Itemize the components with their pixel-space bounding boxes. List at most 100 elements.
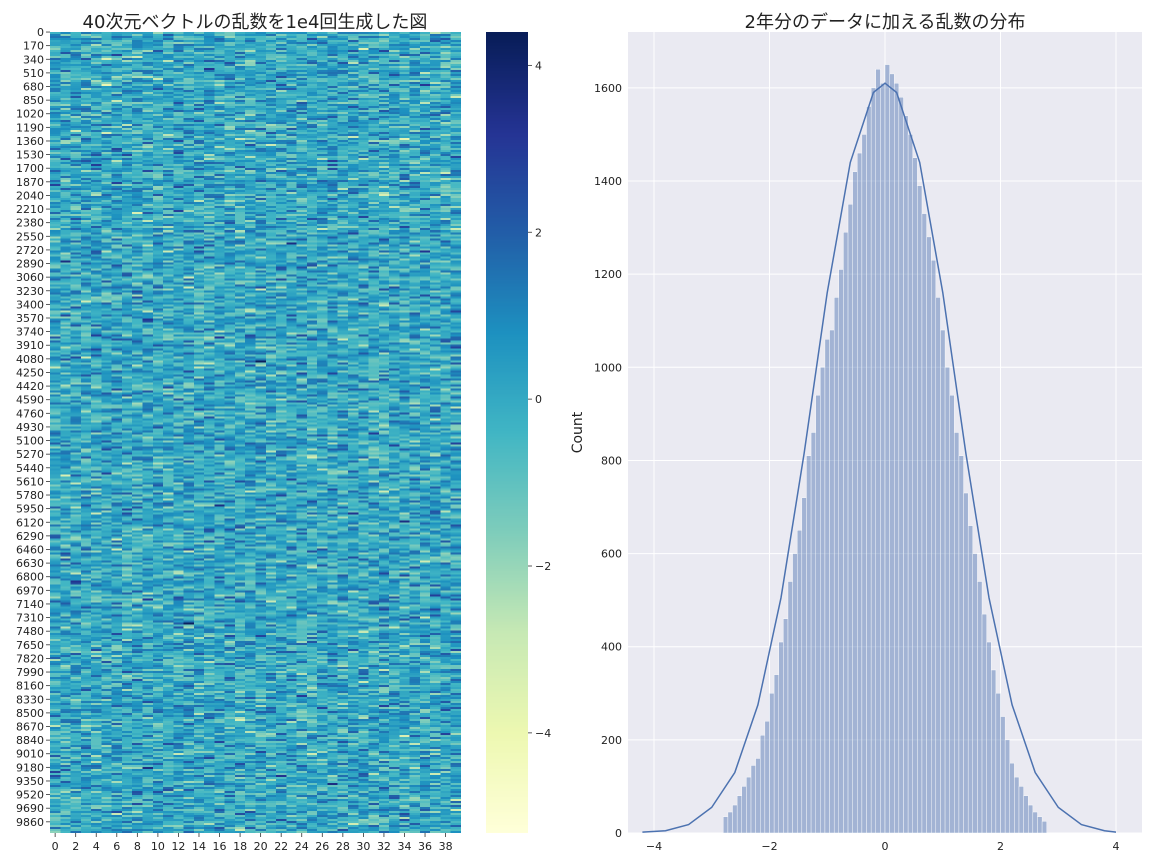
heatmap-y-tick-label: 5440 <box>16 462 44 475</box>
histogram-y-tick-label: 0 <box>615 827 622 840</box>
heatmap-x-tick-label: 26 <box>315 840 329 853</box>
histogram-bar <box>833 297 839 834</box>
histogram-bar <box>917 185 923 834</box>
histogram-bar <box>1028 804 1034 834</box>
heatmap-y-tick-label: 9350 <box>16 775 44 788</box>
heatmap-y-tick-label: 6970 <box>16 584 44 597</box>
colorbar-tick-label: −4 <box>535 727 551 740</box>
histogram-bar <box>778 641 784 834</box>
histogram-bar <box>801 497 807 834</box>
heatmap-y-tick-label: 4420 <box>16 380 44 393</box>
heatmap-y-tick-label: 6630 <box>16 557 44 570</box>
heatmap-x-tick-label: 12 <box>171 840 185 853</box>
heatmap-y-tick-label: 340 <box>23 53 44 66</box>
histogram-bar <box>949 395 955 834</box>
histogram-bar <box>727 811 733 834</box>
heatmap-y-tick-label: 3740 <box>16 326 44 339</box>
histogram-bar <box>981 613 987 834</box>
heatmap-x-tick-label: 38 <box>439 840 453 853</box>
histogram-bar <box>1000 716 1006 834</box>
heatmap-y-tick-label: 6120 <box>16 516 44 529</box>
histogram-bar <box>963 492 969 834</box>
colorbar-tick-label: 4 <box>535 59 542 72</box>
heatmap-y-tick-label: 7990 <box>16 666 44 679</box>
heatmap-x-tick-label: 20 <box>254 840 268 853</box>
heatmap-y-tick-label: 9180 <box>16 761 44 774</box>
heatmap-y-tick-label: 1700 <box>16 162 44 175</box>
histogram-bar <box>797 530 803 834</box>
histogram-bar <box>815 395 821 834</box>
histogram-bar <box>931 259 937 834</box>
histogram-bar <box>1014 776 1020 834</box>
histogram-bar <box>944 367 950 834</box>
histogram-bar <box>935 297 941 834</box>
heatmap-y-tick-label: 4760 <box>16 407 44 420</box>
histogram-bar <box>843 232 849 834</box>
histogram-bar <box>972 553 978 834</box>
histogram-bar <box>820 367 826 834</box>
heatmap-x-tick-label: 14 <box>192 840 206 853</box>
histogram-bar <box>857 152 863 834</box>
histogram-bar <box>875 69 881 834</box>
histogram-bar <box>954 432 960 834</box>
histogram-y-tick-label: 200 <box>601 734 622 747</box>
heatmap-y-tick-label: 2040 <box>16 189 44 202</box>
histogram-bar <box>838 269 844 834</box>
colorbar-tick-label: −2 <box>535 560 551 573</box>
histogram-y-tick-label: 600 <box>601 548 622 561</box>
histogram-bar <box>1004 739 1010 834</box>
heatmap-y-tick-label: 7310 <box>16 612 44 625</box>
heatmap-y-tick-label: 680 <box>23 81 44 94</box>
heatmap-y-tick-label: 1360 <box>16 135 44 148</box>
heatmap-y-tick-label: 7820 <box>16 652 44 665</box>
histogram-x-tick-label: 2 <box>997 840 1004 853</box>
histogram-y-tick-label: 1000 <box>594 361 622 374</box>
heatmap-y-tick-label: 3060 <box>16 271 44 284</box>
heatmap-x-tick-label: 10 <box>151 840 165 853</box>
histogram-bar <box>995 693 1001 834</box>
histogram-bar <box>1037 816 1043 834</box>
histogram-bar <box>783 618 789 834</box>
histogram-title: 2年分のデータに加える乱数の分布 <box>744 12 1026 33</box>
heatmap-y-tick-label: 850 <box>23 94 44 107</box>
histogram-y-tick-label: 400 <box>601 641 622 654</box>
heatmap-y-tick-label: 1530 <box>16 149 44 162</box>
heatmap-x-tick-label: 18 <box>233 840 247 853</box>
heatmap-title: 40次元ベクトルの乱数を1e4回生成した図 <box>82 12 428 33</box>
heatmap-y-tick-label: 510 <box>23 67 44 80</box>
heatmap-y-tick-label: 1190 <box>16 121 44 134</box>
histogram-bar <box>894 83 900 834</box>
histogram-bar <box>764 721 770 834</box>
heatmap-x-tick-label: 0 <box>52 840 59 853</box>
histogram-bar <box>1009 762 1015 834</box>
heatmap-y-tick-label: 5610 <box>16 475 44 488</box>
histogram-bar <box>870 87 876 834</box>
histogram-bar <box>806 455 812 834</box>
heatmap-x-tick-label: 6 <box>113 840 120 853</box>
heatmap-y-tick-label: 3400 <box>16 298 44 311</box>
heatmap-y-tick-label: 4930 <box>16 421 44 434</box>
histogram-bar <box>903 115 909 834</box>
heatmap-cells <box>50 32 461 833</box>
heatmap-y-tick-label: 170 <box>23 40 44 53</box>
histogram-y-tick-label: 1600 <box>594 82 622 95</box>
histogram-bar <box>889 73 895 834</box>
heatmap-x-tick-label: 34 <box>397 840 411 853</box>
heatmap-y-tick-label: 6290 <box>16 530 44 543</box>
heatmap-y-tick-label: 1870 <box>16 176 44 189</box>
heatmap-y-tick-label: 6800 <box>16 571 44 584</box>
histogram-bar <box>898 96 904 834</box>
heatmap-x-tick-label: 2 <box>72 840 79 853</box>
kde-line <box>642 82 1117 833</box>
histogram-bar <box>829 329 835 834</box>
heatmap-y-tick-label: 9690 <box>16 802 44 815</box>
heatmap-y-tick-label: 2890 <box>16 258 44 271</box>
colorbar-tick-label: 0 <box>535 393 542 406</box>
heatmap-y-tick-label: 8840 <box>16 734 44 747</box>
histogram-bar <box>986 641 992 834</box>
histogram-bar <box>787 581 793 834</box>
histogram-bar <box>847 204 853 834</box>
histogram-y-tick-label: 1400 <box>594 175 622 188</box>
